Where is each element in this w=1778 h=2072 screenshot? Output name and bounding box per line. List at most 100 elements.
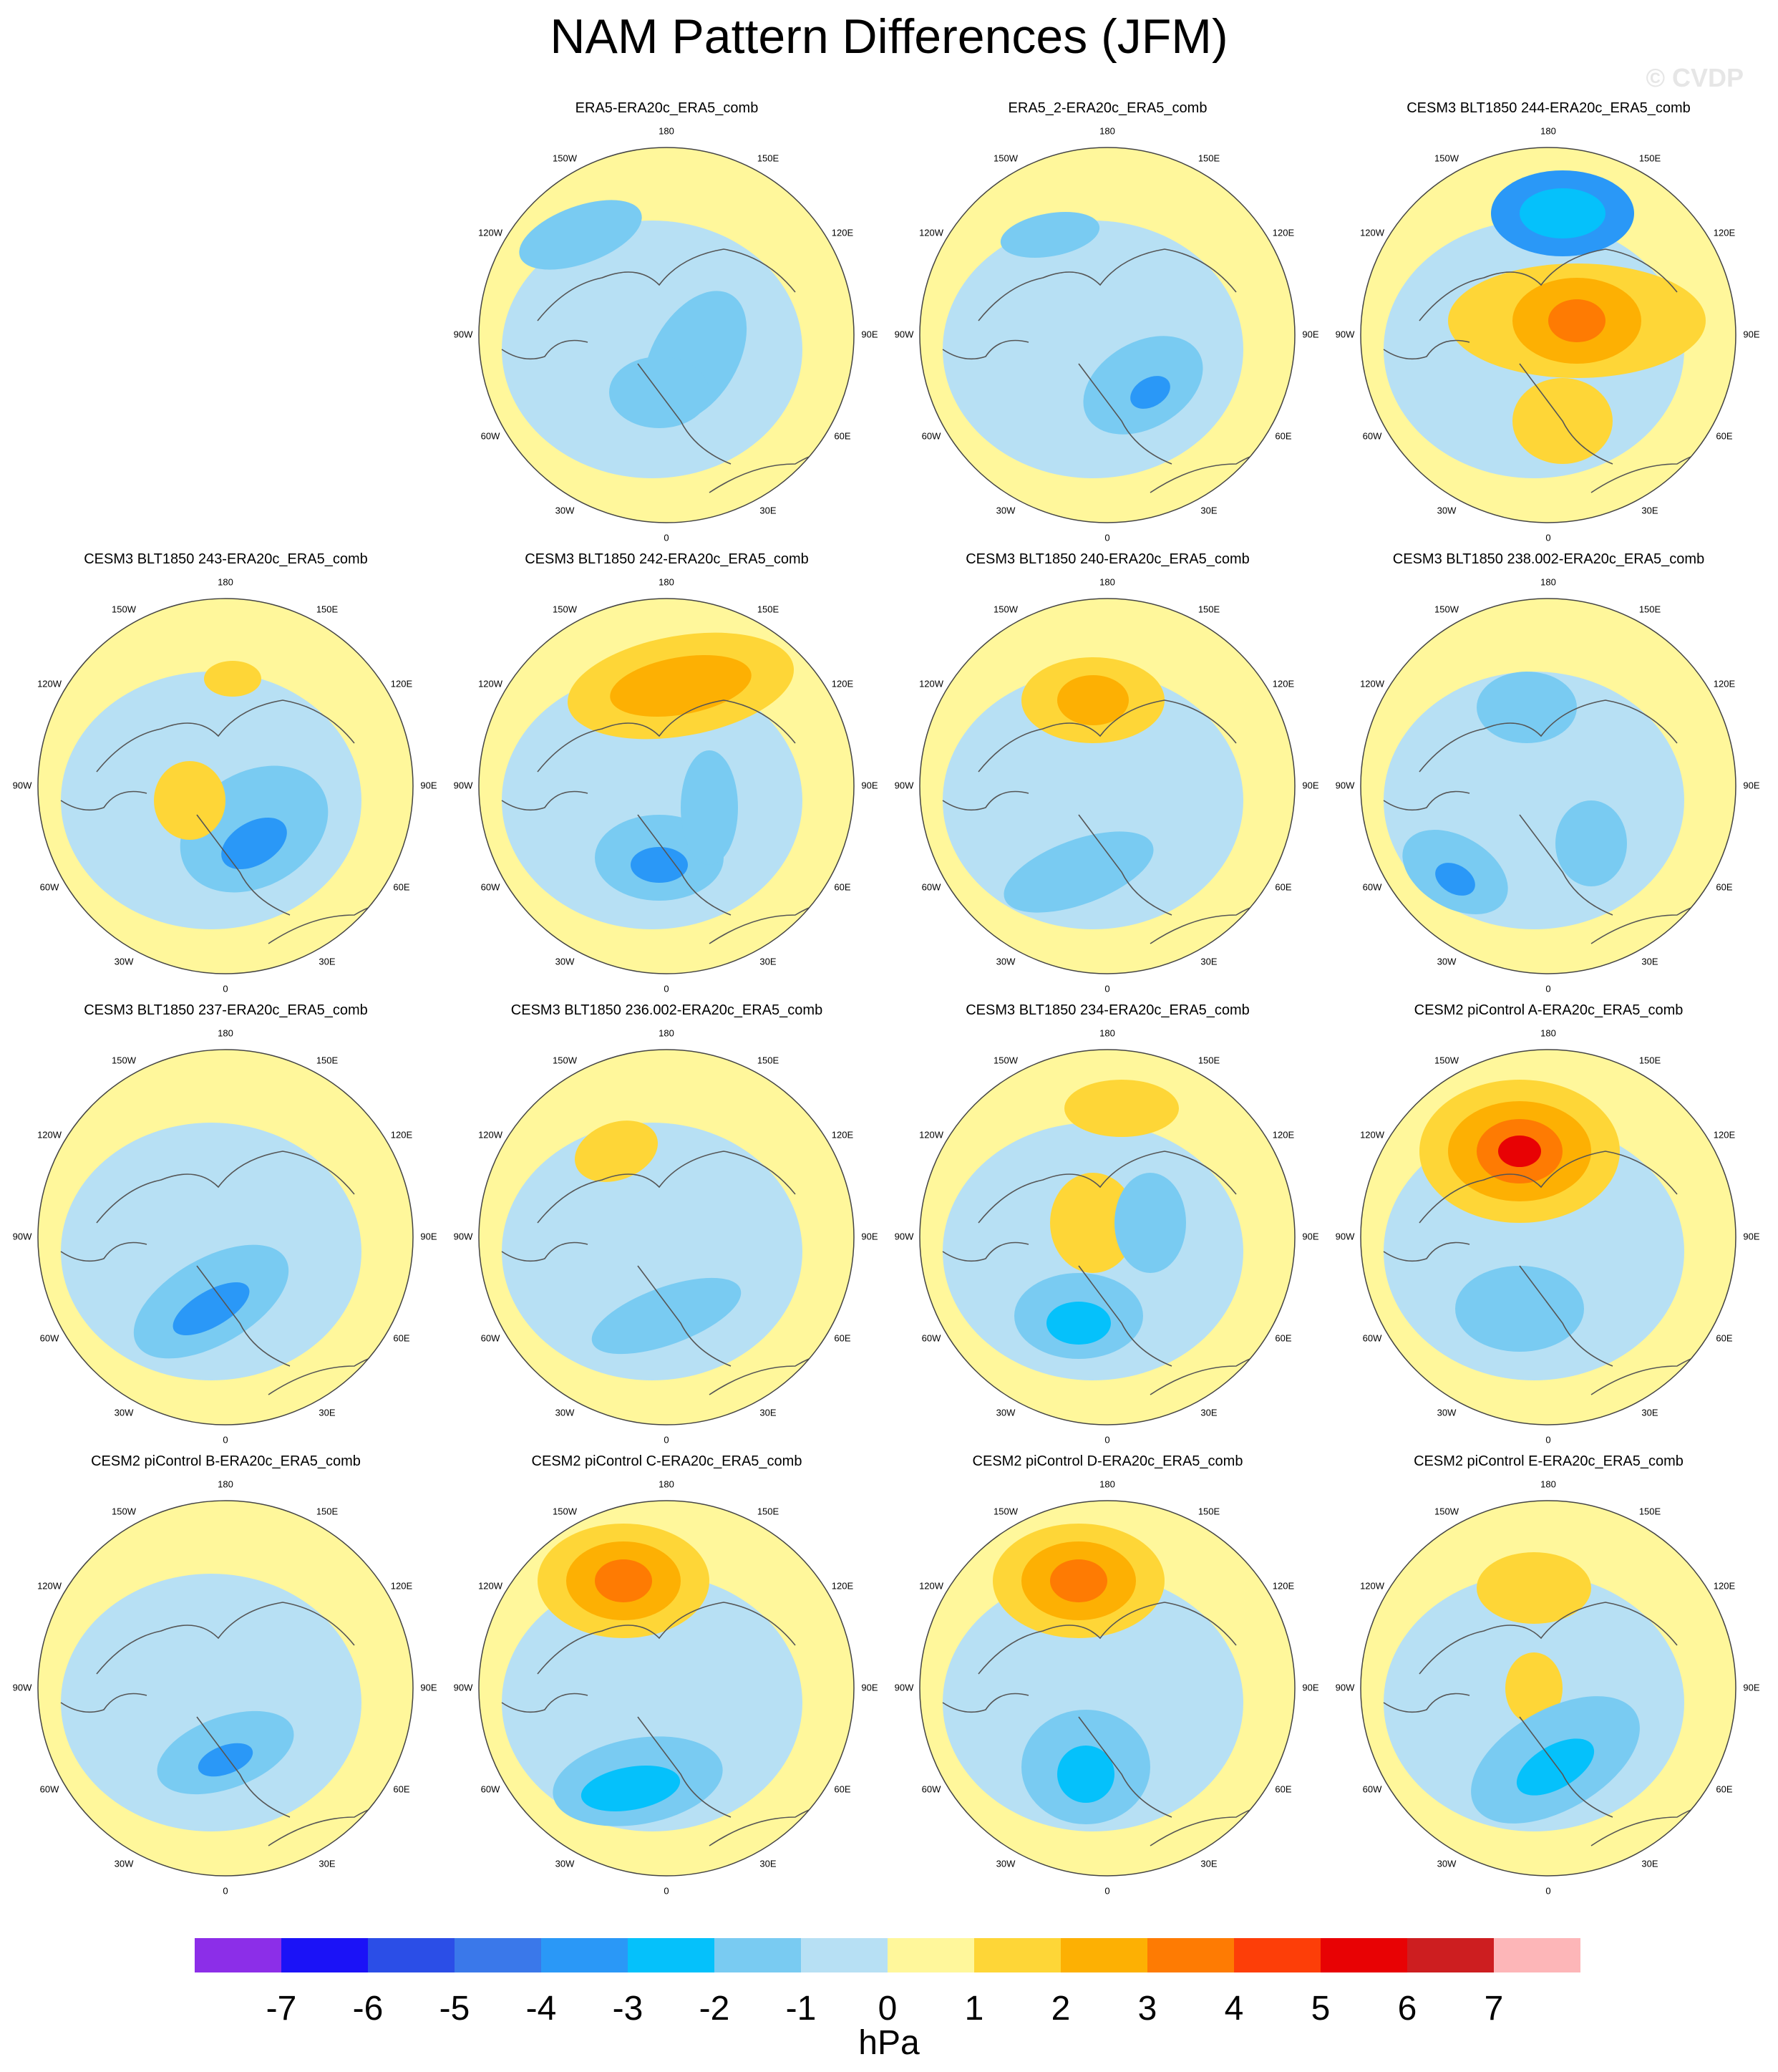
- longitude-label: 30W: [996, 956, 1016, 967]
- colorbar-swatch: [1494, 1938, 1580, 1972]
- negative-anomaly-region: [502, 672, 802, 929]
- panel-title: CESM3 BLT1850 234-ERA20c_ERA5_comb: [966, 1002, 1250, 1018]
- anomaly-contour: [1004, 831, 1154, 913]
- longitude-label: 150W: [553, 1055, 578, 1065]
- colorbar-swatch: [1321, 1938, 1407, 1972]
- longitude-label: 150E: [757, 604, 779, 614]
- panel-title: CESM3 BLT1850 242-ERA20c_ERA5_comb: [525, 551, 809, 567]
- map-panel: CESM2 piControl E-ERA20c_ERA5_comb 180 150…: [1328, 1453, 1769, 1897]
- coastline: [942, 1151, 1294, 1395]
- longitude-label: 90E: [861, 780, 878, 790]
- colorbar-tick-label: 7: [1484, 1990, 1504, 2028]
- colorbar-swatch: [628, 1938, 714, 1972]
- polar-map: 180 150E 120E 90E 60E 30E 0 30W 60W 90W 120W 150W: [1336, 1478, 1760, 1896]
- longitude-label: 180: [659, 1027, 674, 1038]
- longitude-label: 30W: [115, 956, 134, 967]
- longitude-label: 30W: [555, 1858, 575, 1869]
- longitude-label: 0: [664, 983, 669, 994]
- map-boundary: [919, 147, 1296, 523]
- colorbar-tick-label: -1: [785, 1990, 817, 2028]
- longitude-label: 0: [1104, 532, 1109, 543]
- coastline: [501, 699, 853, 944]
- longitude-label: 120E: [1273, 678, 1295, 689]
- longitude-label: 30W: [115, 1407, 134, 1418]
- longitude-label: 90E: [420, 780, 437, 790]
- anomaly-contour: [1477, 672, 1577, 743]
- longitude-label: 30E: [759, 1858, 776, 1869]
- colorbar-tick-label: 2: [1051, 1990, 1071, 2028]
- anomaly-contour: [1057, 675, 1129, 725]
- longitude-label: 60E: [393, 1783, 409, 1794]
- longitude-label: 150W: [112, 604, 137, 614]
- colorbar-swatch: [1407, 1938, 1494, 1972]
- longitude-label: 150E: [1198, 153, 1220, 163]
- anomaly-contour: [1064, 1080, 1179, 1137]
- longitude-label: 150W: [994, 1506, 1019, 1516]
- anomaly-contour: [1046, 1302, 1111, 1345]
- longitude-label: 90E: [1743, 329, 1759, 339]
- anomaly-contour: [1000, 212, 1100, 258]
- longitude-label: 120E: [1273, 1580, 1295, 1591]
- longitude-label: 120E: [1714, 678, 1736, 689]
- longitude-label: 150W: [553, 153, 578, 163]
- longitude-label: 120W: [37, 1580, 62, 1591]
- map-panel: ERA5-ERA20c_ERA5_comb 180 150E 120E 90E 60E 30…: [447, 100, 887, 544]
- longitude-label: 120W: [1360, 678, 1385, 689]
- longitude-label: 150E: [1198, 1055, 1220, 1065]
- longitude-label: 90E: [1302, 329, 1318, 339]
- longitude-label: 150E: [1639, 153, 1661, 163]
- longitude-label: 90W: [454, 1231, 473, 1241]
- longitude-label: 180: [1540, 1478, 1556, 1489]
- longitude-label: 180: [218, 576, 233, 587]
- longitude-label: 60E: [1275, 1332, 1291, 1343]
- longitude-label: 150W: [994, 153, 1019, 163]
- longitude-label: 0: [1545, 983, 1550, 994]
- longitude-label: 90W: [895, 329, 914, 339]
- anomaly-contour: [173, 1282, 250, 1335]
- longitude-label: 90E: [1743, 780, 1759, 790]
- longitude-label: 90E: [420, 1231, 437, 1241]
- map-boundary: [1360, 1500, 1736, 1877]
- map-panel: CESM2 piControl D-ERA20c_ERA5_comb 180 150…: [888, 1453, 1328, 1897]
- longitude-label: 60E: [1275, 430, 1291, 441]
- longitude-label: 60E: [393, 881, 409, 892]
- anomaly-contour: [1548, 299, 1605, 342]
- longitude-label: 90W: [1336, 1231, 1355, 1241]
- polar-map: 180 150E 120E 90E 60E 30E 0 30W 60W 90W 120W 150W: [13, 1027, 437, 1445]
- longitude-label: 90W: [13, 1682, 32, 1693]
- colorbar-swatch: [974, 1938, 1061, 1972]
- longitude-label: 30W: [1437, 1407, 1457, 1418]
- map-panel: CESM3 BLT1850 244-ERA20c_ERA5_comb 180 150…: [1328, 100, 1769, 544]
- colorbar-swatch: [1234, 1938, 1321, 1972]
- longitude-label: 90W: [895, 1231, 914, 1241]
- longitude-label: 150E: [316, 1506, 339, 1516]
- longitude-label: 90E: [1302, 1231, 1318, 1241]
- anomaly-contour: [1130, 376, 1170, 409]
- longitude-label: 90W: [1336, 1682, 1355, 1693]
- longitude-label: 30W: [555, 956, 575, 967]
- coastline: [60, 1602, 412, 1846]
- panel-title: CESM2 piControl A-ERA20c_ERA5_comb: [1414, 1002, 1684, 1018]
- anomaly-contour: [1455, 1266, 1584, 1352]
- panel-title: CESM3 BLT1850 238.002-ERA20c_ERA5_comb: [1392, 551, 1705, 567]
- longitude-label: 120E: [391, 1580, 413, 1591]
- longitude-label: 0: [1545, 532, 1550, 543]
- polar-map: 180 150E 120E 90E 60E 30E 0 30W 60W 90W 120W 150W: [895, 125, 1319, 543]
- longitude-label: 0: [1104, 1885, 1109, 1896]
- longitude-label: 150E: [316, 1055, 339, 1065]
- longitude-label: 30W: [996, 505, 1016, 515]
- longitude-label: 0: [1104, 1434, 1109, 1445]
- map-boundary: [919, 1500, 1296, 1877]
- panel-title: CESM2 piControl C-ERA20c_ERA5_comb: [531, 1453, 802, 1469]
- longitude-label: 30W: [996, 1407, 1016, 1418]
- colorbar-swatch: [801, 1938, 888, 1972]
- colorbar-swatch: [1147, 1938, 1234, 1972]
- longitude-label: 60E: [1275, 881, 1291, 892]
- map-boundary: [919, 1049, 1296, 1425]
- longitude-label: 30E: [759, 1407, 776, 1418]
- longitude-label: 30E: [1200, 1407, 1217, 1418]
- longitude-label: 150E: [757, 153, 779, 163]
- longitude-label: 120W: [478, 678, 503, 689]
- longitude-label: 30W: [996, 1858, 1016, 1869]
- longitude-label: 120E: [1714, 1580, 1736, 1591]
